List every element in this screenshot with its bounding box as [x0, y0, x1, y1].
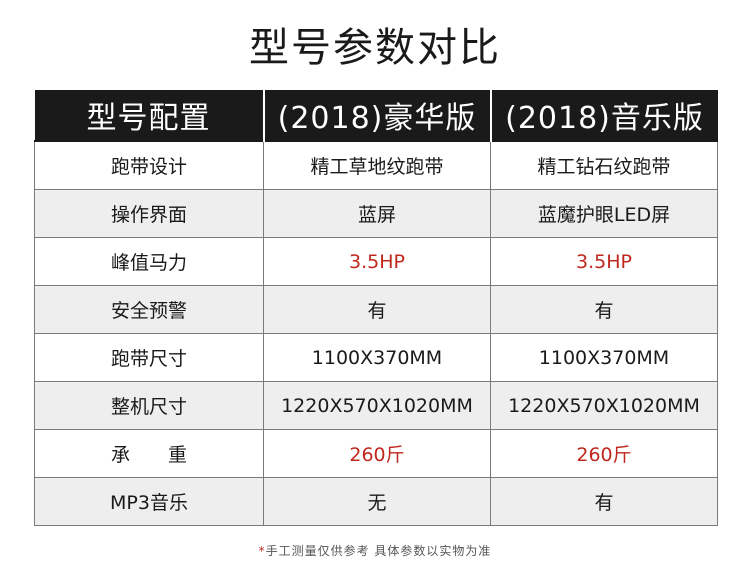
row-label: 整机尺寸 — [34, 381, 264, 430]
cell-music: 260斤 — [490, 429, 718, 478]
table-row: 跑带尺寸 1100X370MM 1100X370MM — [34, 333, 718, 382]
row-label: MP3音乐 — [34, 477, 264, 526]
row-label: 峰值马力 — [34, 237, 264, 286]
cell-music: 有 — [490, 477, 718, 526]
table-body: 跑带设计 精工草地纹跑带 精工钻石纹跑带 操作界面 蓝屏 蓝魔护眼LED屏 峰值… — [34, 140, 718, 526]
disclaimer-note: *手工测量仅供参考 具体参数以实物为准 — [0, 543, 750, 559]
cell-music: 1220X570X1020MM — [490, 381, 718, 430]
table-row: MP3音乐 无 有 — [34, 477, 718, 526]
cell-deluxe: 260斤 — [263, 429, 491, 478]
table-row: 承 重 260斤 260斤 — [34, 429, 718, 478]
cell-deluxe: 精工草地纹跑带 — [263, 140, 491, 190]
cell-deluxe: 1220X570X1020MM — [263, 381, 491, 430]
row-label: 操作界面 — [34, 189, 264, 238]
spec-comparison-table: 型号配置 (2018)豪华版 (2018)音乐版 跑带设计 精工草地纹跑带 精工… — [34, 90, 718, 526]
table-row: 操作界面 蓝屏 蓝魔护眼LED屏 — [34, 189, 718, 238]
cell-music: 有 — [490, 285, 718, 334]
table-row: 安全预警 有 有 — [34, 285, 718, 334]
cell-deluxe: 3.5HP — [263, 237, 491, 286]
disclaimer-text: 手工测量仅供参考 具体参数以实物为准 — [265, 544, 492, 558]
asterisk-mark: * — [258, 544, 266, 558]
row-label: 跑带设计 — [34, 140, 264, 190]
cell-deluxe: 有 — [263, 285, 491, 334]
header-config: 型号配置 — [34, 90, 264, 141]
row-label: 跑带尺寸 — [34, 333, 264, 382]
table-row: 峰值马力 3.5HP 3.5HP — [34, 237, 718, 286]
cell-deluxe: 蓝屏 — [263, 189, 491, 238]
header-row: 型号配置 (2018)豪华版 (2018)音乐版 — [34, 90, 718, 141]
cell-deluxe: 无 — [263, 477, 491, 526]
cell-music: 3.5HP — [490, 237, 718, 286]
row-label: 安全预警 — [34, 285, 264, 334]
cell-music: 1100X370MM — [490, 333, 718, 382]
table-row: 跑带设计 精工草地纹跑带 精工钻石纹跑带 — [34, 140, 718, 190]
table-header: 型号配置 (2018)豪华版 (2018)音乐版 — [34, 90, 718, 141]
page-title: 型号参数对比 — [249, 25, 501, 71]
header-deluxe-model: (2018)豪华版 — [262, 90, 491, 141]
cell-music: 精工钻石纹跑带 — [490, 140, 718, 190]
row-label: 承 重 — [34, 429, 264, 478]
cell-music: 蓝魔护眼LED屏 — [490, 189, 718, 238]
cell-deluxe: 1100X370MM — [263, 333, 491, 382]
table-row: 整机尺寸 1220X570X1020MM 1220X570X1020MM — [34, 381, 718, 430]
header-music-model: (2018)音乐版 — [489, 90, 718, 141]
